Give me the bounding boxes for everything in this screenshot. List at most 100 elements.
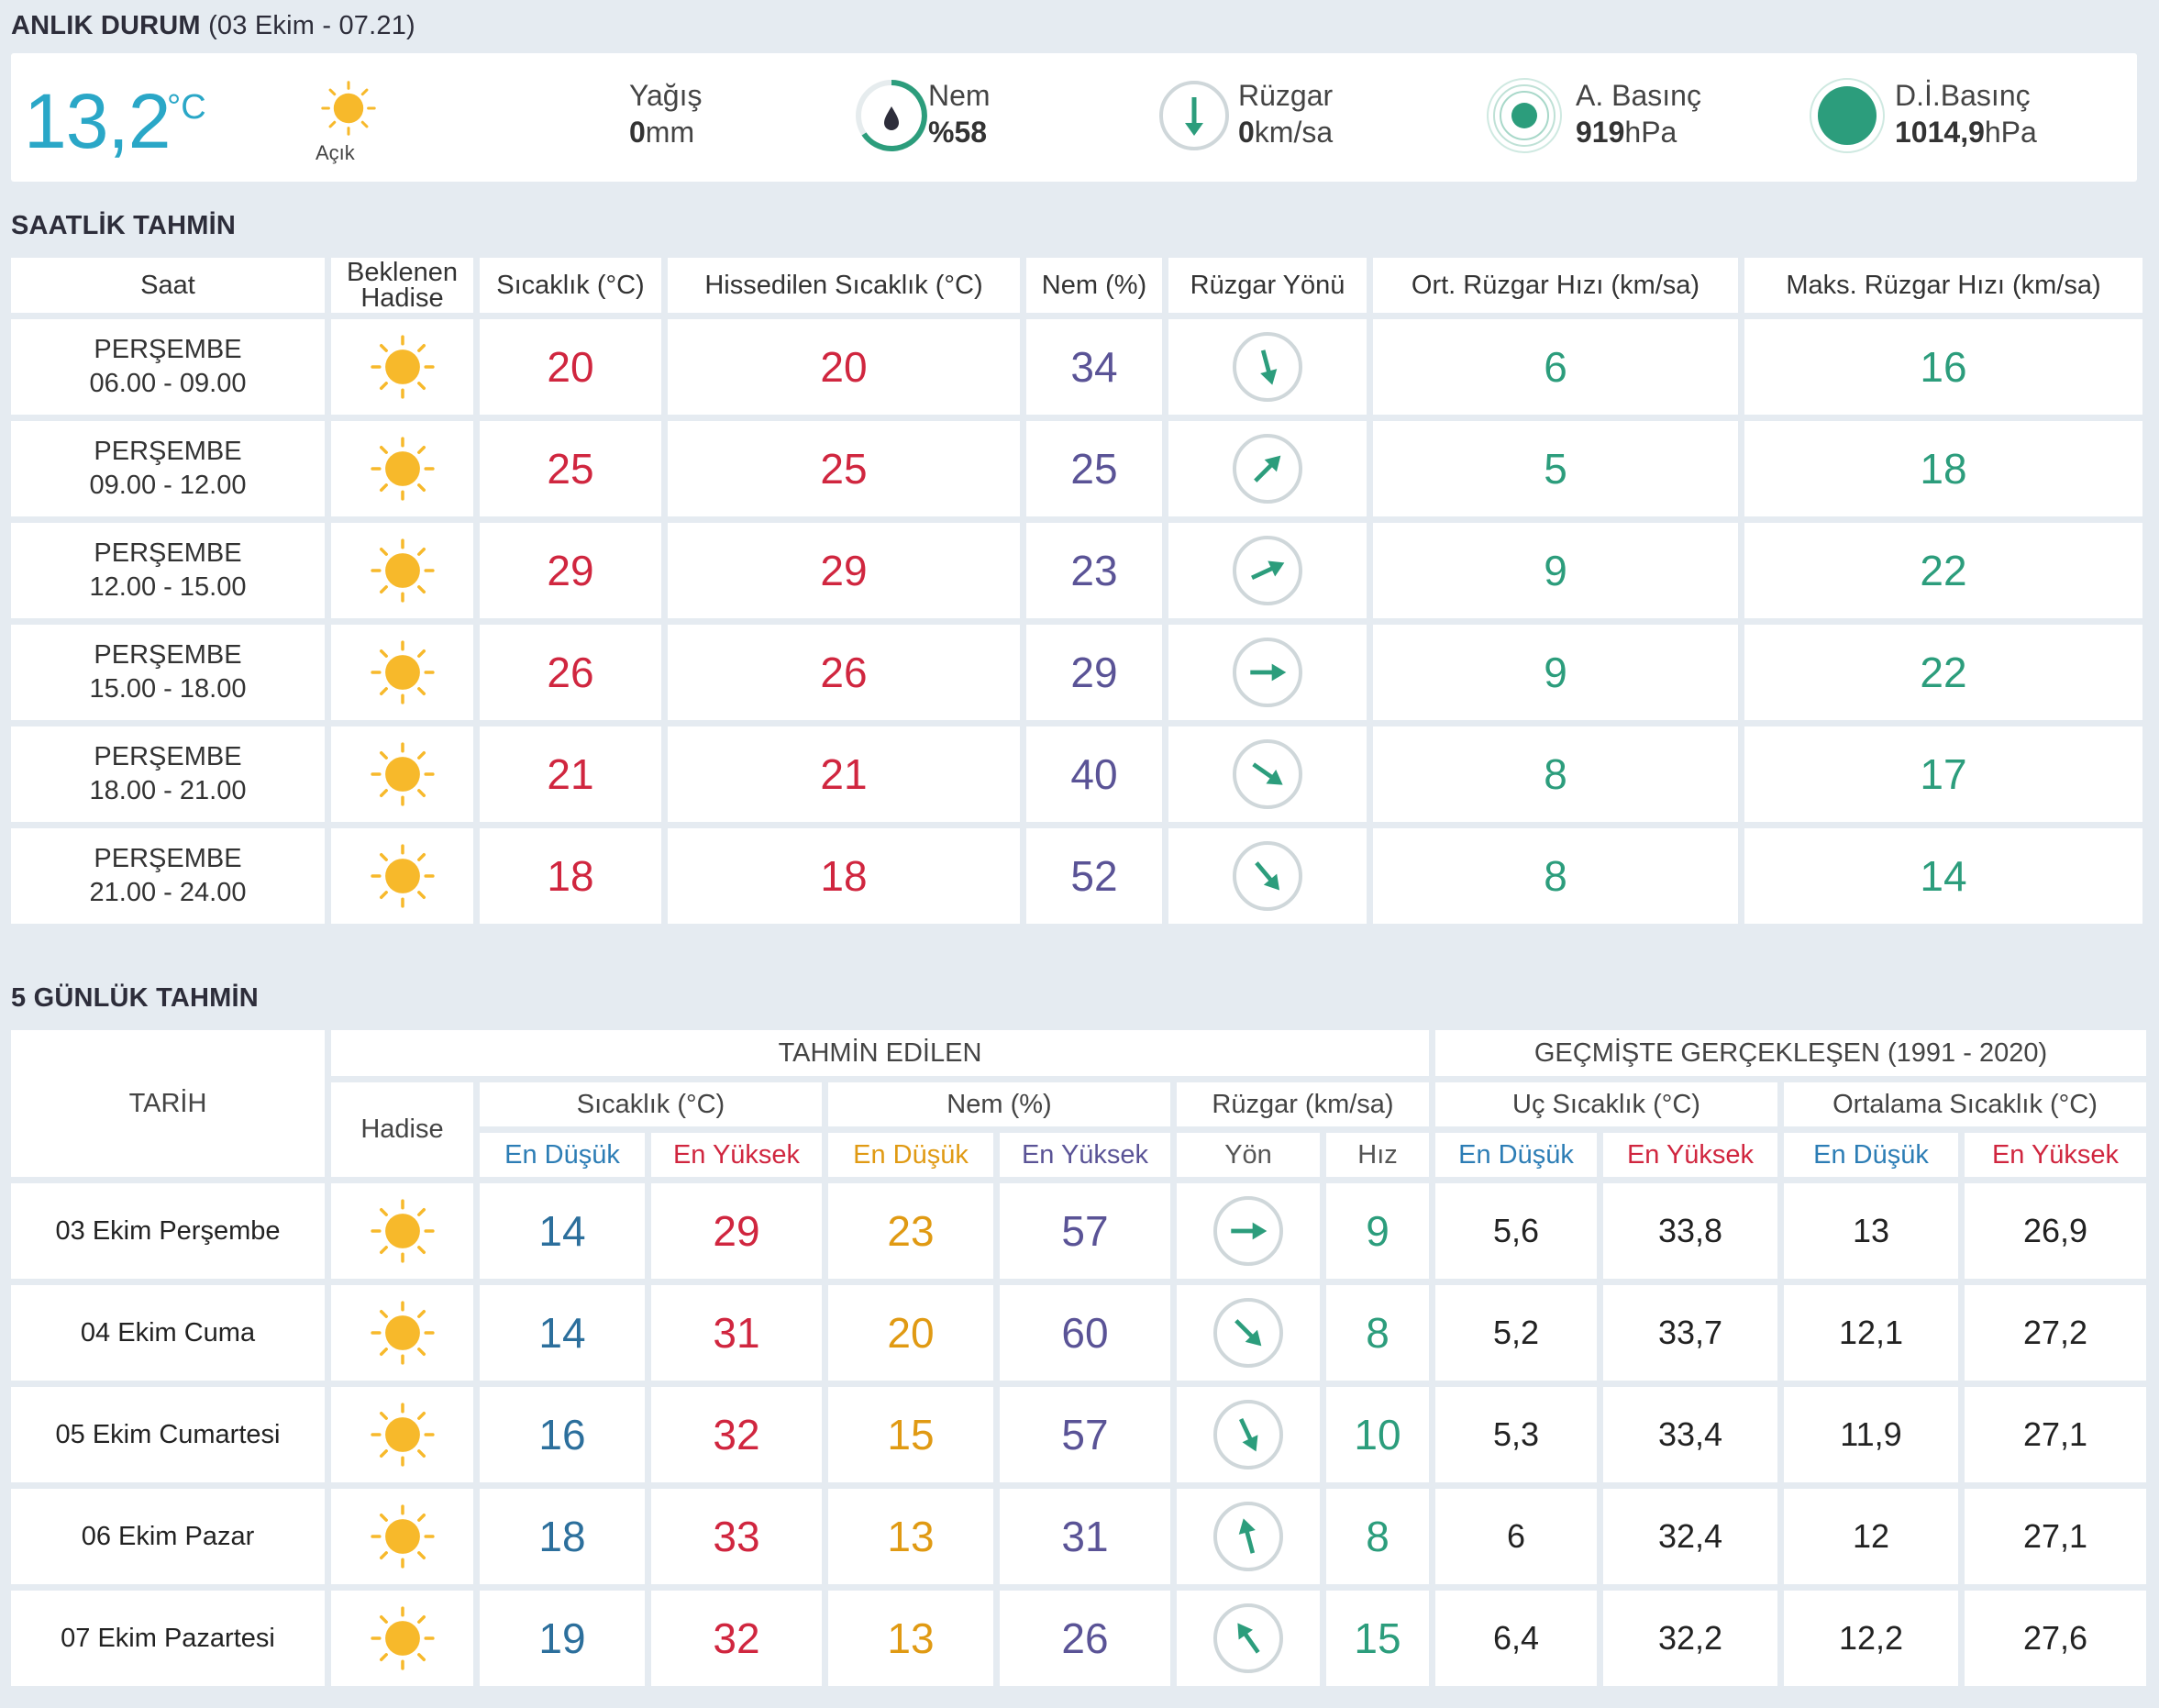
- max-wind-value: 14: [1744, 828, 2142, 924]
- sun-icon: [331, 437, 473, 501]
- ort-max: 27,2: [1965, 1285, 2146, 1381]
- temp-value: 18: [480, 828, 661, 924]
- feel-value: 25: [668, 421, 1020, 516]
- nem-value: 29: [1026, 625, 1162, 720]
- nem-value: 25: [1026, 421, 1162, 516]
- hourly-forecast-table: Saat Beklenen Hadise Sıcaklık (°C) Hissedil…: [5, 251, 2149, 930]
- nem-min: 13: [828, 1489, 993, 1584]
- wind-arrow-icon: [1168, 840, 1367, 912]
- daily-row: 06 Ekim Pazar 18 33 13 31 8 6 32,4 12 27,1: [11, 1489, 2146, 1584]
- avg-wind-value: 9: [1373, 625, 1738, 720]
- col-nem: Nem (%): [1026, 258, 1162, 313]
- day-label: PERŞEMBE: [94, 742, 242, 771]
- uc-max: 33,8: [1603, 1183, 1777, 1279]
- temp-min: 19: [480, 1591, 645, 1686]
- di-basinc-stat: D.İ.Basınç 1014,9hPa: [1895, 77, 2037, 150]
- max-wind-value: 16: [1744, 319, 2142, 415]
- time-range: 21.00 - 24.00: [89, 878, 247, 907]
- temp-min: 14: [480, 1183, 645, 1279]
- uc-max: 32,2: [1603, 1591, 1777, 1686]
- sub-en-yuksek: En Yüksek: [1603, 1133, 1777, 1177]
- daily-row: 04 Ekim Cuma 14 31 20 60 8 5,2 33,7 12,1 27,2: [11, 1285, 2146, 1381]
- daily-row: 07 Ekim Pazartesi 19 32 13 26 15 6,4 32,2 12,2 2…: [11, 1591, 2146, 1686]
- hourly-row: PERŞEMBE 21.00 - 24.00 18 18 52 8 14: [11, 828, 2142, 924]
- yagis-unit: mm: [645, 116, 695, 149]
- current-temperature: 13,2: [24, 78, 171, 164]
- wind-arrow-icon: [1177, 1195, 1320, 1267]
- sea-pressure-icon: [1809, 77, 1886, 154]
- uc-min: 5,2: [1435, 1285, 1597, 1381]
- uc-max: 32,4: [1603, 1489, 1777, 1584]
- sub-en-yuksek: En Yüksek: [651, 1133, 822, 1177]
- day-label: PERŞEMBE: [94, 844, 242, 873]
- temp-max: 33: [651, 1489, 822, 1584]
- hadise-cell: [331, 625, 473, 720]
- time-cell: PERŞEMBE 21.00 - 24.00: [11, 828, 325, 924]
- avg-wind-value: 5: [1373, 421, 1738, 516]
- day-label: PERŞEMBE: [94, 640, 242, 670]
- hadise-cell: [331, 1285, 473, 1381]
- pressure-icon: [1486, 77, 1563, 154]
- wind-arrow-icon: [1168, 535, 1367, 606]
- temp-value: 29: [480, 523, 661, 618]
- humidity-drop-icon: [853, 77, 930, 154]
- day-label: PERŞEMBE: [94, 538, 242, 568]
- sub-hiz: Hız: [1326, 1133, 1429, 1177]
- col-ruzgar-yonu: Rüzgar Yönü: [1168, 258, 1367, 313]
- condition-label: Açık: [316, 141, 355, 164]
- wind-dir-cell: [1168, 523, 1367, 618]
- ort-min: 12,1: [1784, 1285, 1958, 1381]
- wind-speed: 8: [1326, 1285, 1429, 1381]
- wind-arrow-icon: [1168, 738, 1367, 810]
- uc-max: 33,4: [1603, 1387, 1777, 1482]
- hourly-row: PERŞEMBE 06.00 - 09.00 20 20 34 6 16: [11, 319, 2142, 415]
- sun-icon: [331, 1504, 473, 1569]
- temp-min: 14: [480, 1285, 645, 1381]
- a-basinc-label: A. Basınç: [1576, 79, 1701, 112]
- ort-max: 27,1: [1965, 1489, 2146, 1584]
- nem-value: 34: [1026, 319, 1162, 415]
- avg-wind-value: 9: [1373, 523, 1738, 618]
- hadise-cell: [331, 1489, 473, 1584]
- nem-value: 23: [1026, 523, 1162, 618]
- di-basinc-label: D.İ.Basınç: [1895, 79, 2031, 112]
- time-cell: PERŞEMBE 09.00 - 12.00: [11, 421, 325, 516]
- time-range: 06.00 - 09.00: [89, 369, 247, 398]
- sub-en-yuksek: En Yüksek: [1000, 1133, 1170, 1177]
- col-maks-ruzgar: Maks. Rüzgar Hızı (km/sa): [1744, 258, 2142, 313]
- feel-value: 20: [668, 319, 1020, 415]
- feel-value: 18: [668, 828, 1020, 924]
- sun-icon: [331, 1301, 473, 1365]
- nem-value: 52: [1026, 828, 1162, 924]
- wind-dir-cell: [1177, 1591, 1320, 1686]
- sun-icon: [331, 640, 473, 704]
- wind-arrow-icon: [1177, 1501, 1320, 1572]
- wind-arrow-icon: [1168, 637, 1367, 708]
- wind-dir-cell: [1177, 1183, 1320, 1279]
- sub-en-yuksek: En Yüksek: [1965, 1133, 2146, 1177]
- yagis-label: Yağış: [629, 79, 703, 112]
- gunluk-tahmin-title: 5 GÜNLÜK TAHMİN: [11, 983, 259, 1013]
- temp-value: 20: [480, 319, 661, 415]
- nem-min: 20: [828, 1285, 993, 1381]
- wind-dir-cell: [1177, 1285, 1320, 1381]
- hadise-cell: [331, 1183, 473, 1279]
- hadise-cell: [331, 421, 473, 516]
- max-wind-value: 22: [1744, 625, 2142, 720]
- nem-min: 15: [828, 1387, 993, 1482]
- max-wind-value: 17: [1744, 726, 2142, 822]
- group-gecmiste: GEÇMİŞTE GERÇEKLEŞEN (1991 - 2020): [1435, 1030, 2146, 1076]
- temp-max: 32: [651, 1591, 822, 1686]
- date-cell: 07 Ekim Pazartesi: [11, 1591, 325, 1686]
- group-uc-sicaklik: Uç Sıcaklık (°C): [1435, 1082, 1777, 1126]
- wind-dir-cell: [1168, 828, 1367, 924]
- group-nem: Nem (%): [828, 1082, 1170, 1126]
- sub-en-dusuk: En Düşük: [828, 1133, 993, 1177]
- ruzgar-stat: Rüzgar 0km/sa: [1238, 77, 1333, 150]
- wind-dir-cell: [1177, 1387, 1320, 1482]
- temp-max: 32: [651, 1387, 822, 1482]
- time-range: 15.00 - 18.00: [89, 674, 247, 704]
- anlik-durum-title: ANLIK DURUM (03 Ekim - 07.21): [11, 11, 415, 40]
- ort-min: 13: [1784, 1183, 1958, 1279]
- date-cell: 04 Ekim Cuma: [11, 1285, 325, 1381]
